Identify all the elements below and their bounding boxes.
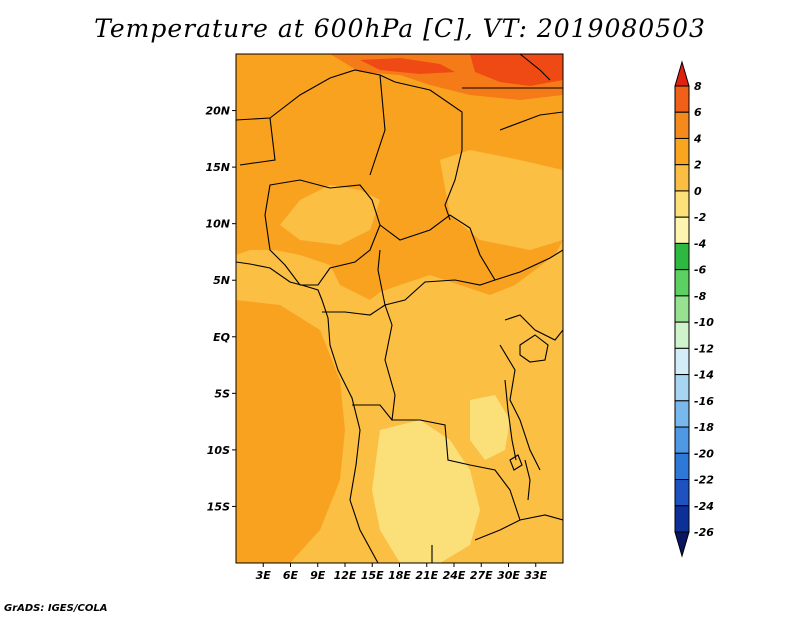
- colorbar-swatch: [674, 216, 690, 244]
- map-title: Temperature at 600hPa [C], VT: 201908050…: [94, 14, 706, 43]
- colorbar-label: 8: [694, 80, 702, 93]
- red-sea-coast: [519, 54, 551, 81]
- border-north-1: [236, 69, 463, 221]
- temperature-field: [236, 54, 563, 563]
- x-tick-label: 30E: [497, 569, 520, 582]
- y-tick-label: 15N: [205, 161, 230, 174]
- y-tick-label: 5S: [214, 387, 230, 400]
- grads-credit: GrADS: IGES/COLA: [4, 603, 108, 614]
- colorbar-label: -18: [694, 421, 714, 434]
- colorbar-label: 4: [693, 132, 702, 145]
- border-lakes: [504, 314, 563, 341]
- colorbar-bottom-arrow: [674, 531, 690, 558]
- colorbar-swatch: [674, 452, 690, 481]
- colorbar-swatch: [674, 111, 690, 139]
- colorbar-swatch: [674, 295, 690, 323]
- colorbar-swatch: [674, 242, 690, 271]
- x-tick-label: 24E: [443, 569, 466, 582]
- coastline-west-africa: [236, 261, 379, 563]
- colorbar-swatch: [674, 479, 690, 507]
- colorbar-swatch: [674, 137, 690, 166]
- x-tick-label: 27E: [470, 569, 493, 582]
- x-tick-label: 33E: [524, 569, 547, 582]
- border-angola: [352, 404, 393, 421]
- colorbar: 8 6 4 2 0 -2 -4 -6 -8 -10 -12 -14 -16 -18 -20 -22 -24 -26: [674, 60, 714, 558]
- field-band-minus2-0: [372, 420, 480, 563]
- colorbar-label: -6: [694, 264, 707, 277]
- lake-malawi: [524, 459, 531, 501]
- x-tick-label: 6E: [283, 569, 299, 582]
- lake-victoria: [519, 334, 549, 363]
- border-central-2: [377, 249, 496, 306]
- colorbar-swatch: [674, 190, 690, 218]
- field-band-6-8: [470, 54, 563, 86]
- colorbar-top-arrow: [674, 60, 690, 87]
- colorbar-label: 0: [694, 185, 702, 198]
- x-tick-label: 18E: [388, 569, 411, 582]
- colorbar-swatch: [674, 164, 690, 192]
- colorbar-label: -8: [694, 290, 707, 303]
- colorbar-label: 6: [694, 106, 702, 119]
- colorbar-swatch: [674, 374, 690, 402]
- colorbar-label: -16: [694, 395, 714, 408]
- x-tick-label: 21E: [415, 569, 438, 582]
- colorbar-label: -2: [694, 211, 707, 224]
- country-borders: [236, 54, 563, 563]
- y-tick-label: 10N: [205, 218, 230, 231]
- x-tick-label: 3E: [256, 569, 272, 582]
- x-tick-label: 12E: [334, 569, 357, 582]
- colorbar-swatch: [674, 269, 690, 297]
- colorbar-swatch: [674, 426, 690, 454]
- colorbar-label: -26: [694, 526, 714, 539]
- colorbar-label: -24: [694, 500, 714, 513]
- border-west-sahel: [369, 74, 386, 176]
- y-tick-label: 10S: [207, 444, 230, 457]
- x-tick-label: 15E: [361, 569, 384, 582]
- y-tick-label: 20N: [205, 105, 230, 118]
- lake-tanganyika: [504, 379, 517, 461]
- colorbar-swatch: [674, 321, 690, 349]
- field-band-minus2-0-east: [470, 395, 510, 460]
- colorbar-label: -10: [694, 316, 714, 329]
- field-band-2-4-atlantic: [236, 300, 345, 563]
- colorbar-label: 2: [694, 159, 702, 172]
- border-nigeria: [264, 179, 381, 286]
- x-tick-label: 9E: [310, 569, 326, 582]
- colorbar-swatch: [674, 85, 690, 113]
- field-band-6-8-west: [360, 58, 455, 74]
- colorbar-label: -4: [694, 237, 706, 250]
- border-central-1: [379, 214, 563, 281]
- colorbar-swatch: [674, 505, 690, 533]
- colorbar-swatch: [674, 400, 690, 428]
- lake-small: [509, 454, 523, 471]
- y-tick-label: 15S: [207, 500, 230, 513]
- y-axis-ticks: 20N 15N 10N 5N EQ 5S 10S 15S: [205, 105, 236, 513]
- colorbar-label: -20: [694, 447, 714, 460]
- border-southern-2: [474, 514, 563, 541]
- x-axis-ticks: 3E 6E 9E 12E 15E 18E 21E 24E 27E 30E 33E: [256, 563, 548, 582]
- colorbar-label: -12: [694, 342, 714, 355]
- field-band-0-2-north: [280, 185, 380, 245]
- border-north-2: [239, 117, 276, 166]
- y-tick-label: EQ: [213, 331, 230, 344]
- border-east-1: [499, 344, 541, 471]
- colorbar-swatch: [674, 347, 690, 376]
- colorbar-label: -22: [694, 474, 714, 487]
- border-ne-2: [499, 111, 563, 131]
- y-tick-label: 5N: [213, 274, 230, 287]
- field-band-0-2-east: [440, 150, 563, 250]
- colorbar-label: -14: [694, 369, 714, 382]
